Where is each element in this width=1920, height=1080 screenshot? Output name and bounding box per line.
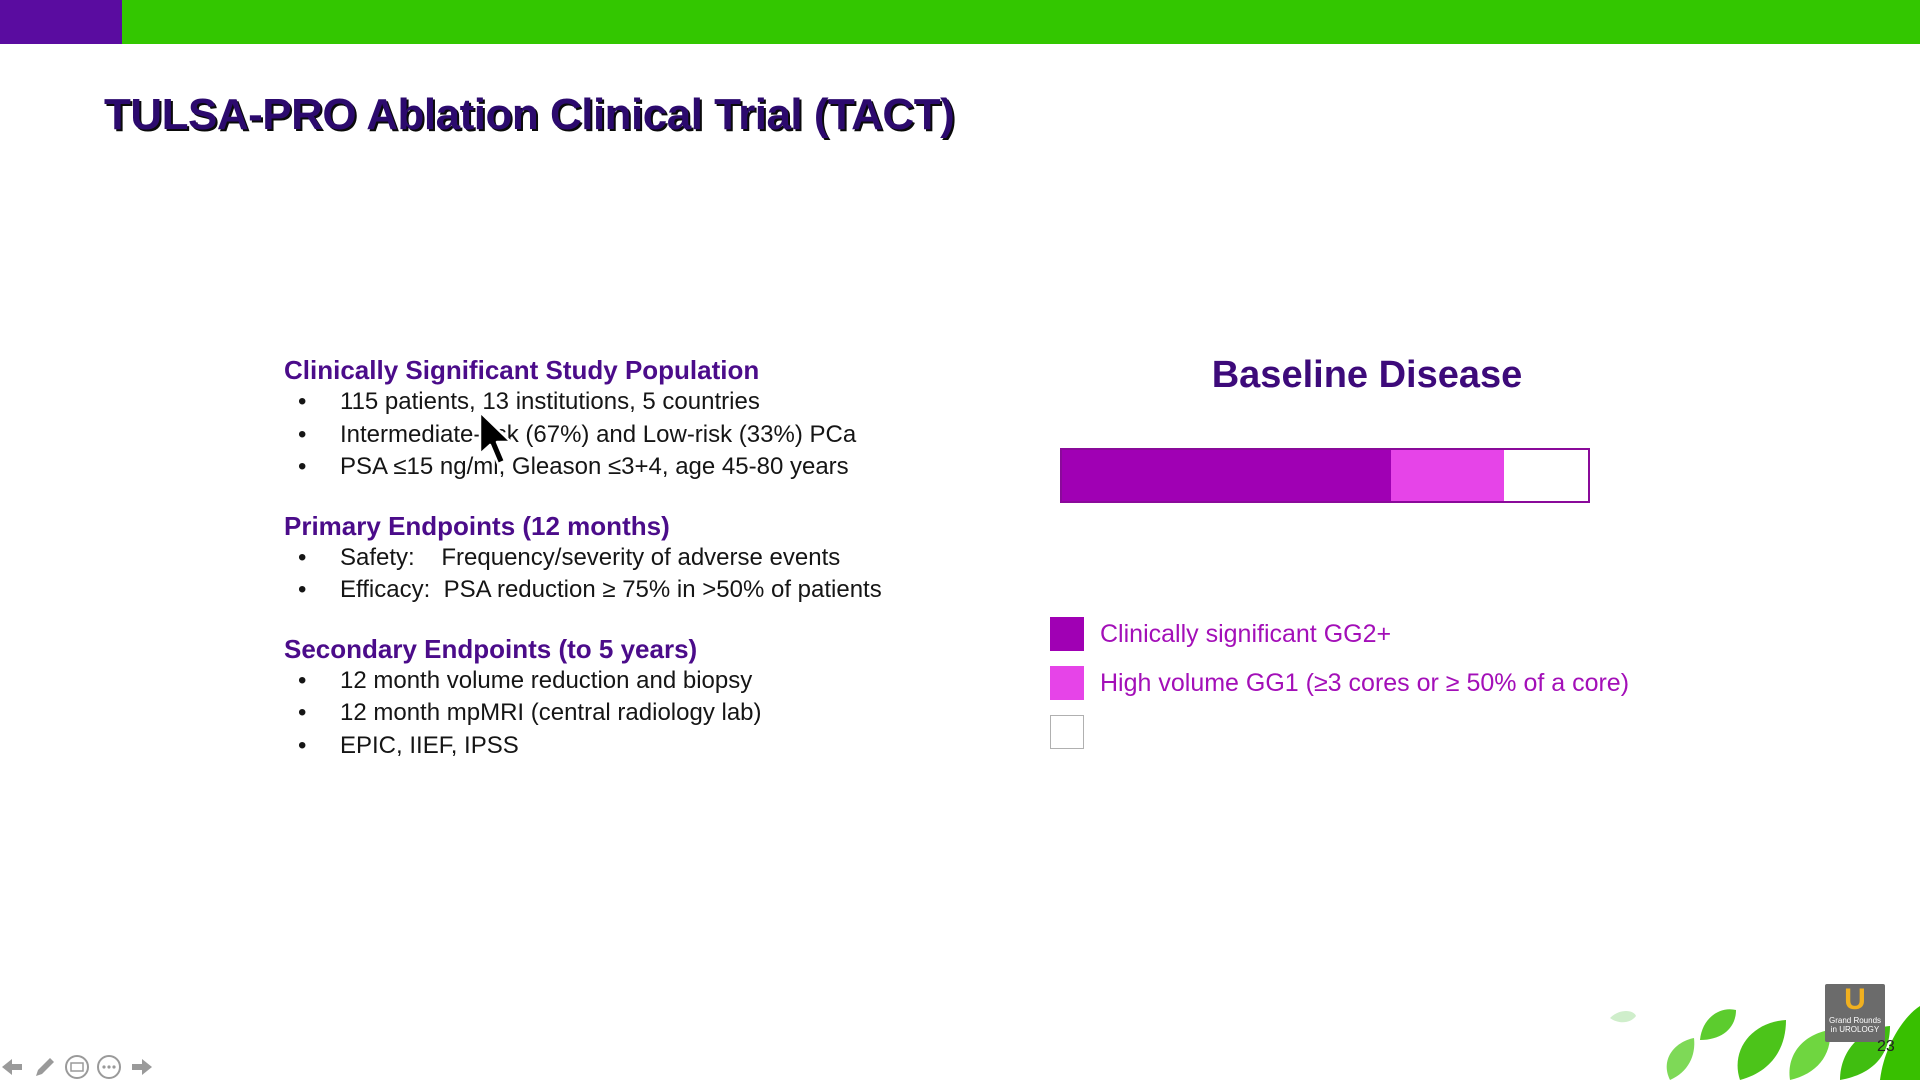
arrow-left-icon[interactable] <box>0 1054 26 1080</box>
chart-legend: Clinically significant GG2+ High volume G… <box>1050 616 1629 763</box>
bullet-item: EPIC, IIEF, IPSS <box>284 730 1004 763</box>
legend-label: High volume GG1 (≥3 cores or ≥ 50% of a … <box>1100 668 1630 697</box>
header-accent-bar <box>0 0 122 44</box>
bullet-item: Intermediate-risk (67%) and Low-risk (33… <box>284 419 1004 452</box>
logo-mark: U <box>1844 983 1866 1016</box>
bullet-item: 12 month mpMRI (central radiology lab) <box>284 697 1004 730</box>
section-heading: Clinically Significant Study Population <box>284 355 760 385</box>
bar-segment <box>1503 450 1588 501</box>
bullet-list: Safety: Frequency/severity of adverse ev… <box>284 542 1004 607</box>
bullet-list: 12 month volume reduction and biopsy 12 … <box>284 665 1004 763</box>
legend-label: Clinically significant GG2+ <box>1100 619 1392 648</box>
bullet-list: 115 patients, 13 institutions, 5 countri… <box>284 386 1004 484</box>
section-secondary-endpoints: Secondary Endpoints (to 5 years) 12 mont… <box>284 633 1004 763</box>
page-number: 23 <box>1877 1038 1895 1055</box>
legend-swatch <box>1050 715 1084 749</box>
arrow-right-icon[interactable] <box>128 1054 154 1080</box>
legend-item: High volume GG1 (≥3 cores or ≥ 50% of a … <box>1050 665 1629 701</box>
grand-rounds-logo: U Grand Rounds in UROLOGY <box>1825 984 1885 1042</box>
baseline-disease-chart: Baseline Disease Clinically significant … <box>1050 350 1670 750</box>
bullet-item: PSA ≤15 ng/ml, Gleason ≤3+4, age 45-80 y… <box>284 451 1004 484</box>
bullet-item: Efficacy: PSA reduction ≥ 75% in >50% of… <box>284 574 1004 607</box>
section-primary-endpoints: Primary Endpoints (12 months) Safety: Fr… <box>284 510 1004 607</box>
bar-segment <box>1390 450 1504 501</box>
study-details: Clinically Significant Study Population … <box>284 354 1004 788</box>
section-heading: Primary Endpoints (12 months) <box>284 510 670 541</box>
bullet-item: Safety: Frequency/severity of adverse ev… <box>284 542 1004 575</box>
slides-grid-icon[interactable] <box>64 1054 90 1080</box>
section-study-population: Clinically Significant Study Population … <box>284 354 1004 484</box>
legend-swatch <box>1050 617 1084 651</box>
section-heading: Secondary Endpoints (to 5 years) <box>284 633 698 664</box>
legend-item <box>1050 714 1629 750</box>
chart-title: Baseline Disease <box>1211 354 1523 396</box>
leaf-decoration <box>1610 1006 1920 1080</box>
legend-item: Clinically significant GG2+ <box>1050 616 1629 652</box>
bullet-item: 115 patients, 13 institutions, 5 countri… <box>284 386 1004 419</box>
mouse-cursor-icon <box>478 410 513 466</box>
bar-segment <box>1062 450 1391 501</box>
legend-swatch <box>1050 666 1084 700</box>
logo-text: Grand Rounds in UROLOGY <box>1828 1016 1882 1034</box>
slide-title: TULSA-PRO Ablation Clinical Trial (TACT) <box>104 90 955 139</box>
slideshow-controls <box>0 1054 160 1080</box>
bullet-item: 12 month volume reduction and biopsy <box>284 665 1004 698</box>
stacked-bar <box>1060 448 1590 503</box>
header-green-bar <box>122 0 1920 44</box>
pen-icon[interactable] <box>32 1054 58 1080</box>
more-icon[interactable] <box>96 1054 122 1080</box>
